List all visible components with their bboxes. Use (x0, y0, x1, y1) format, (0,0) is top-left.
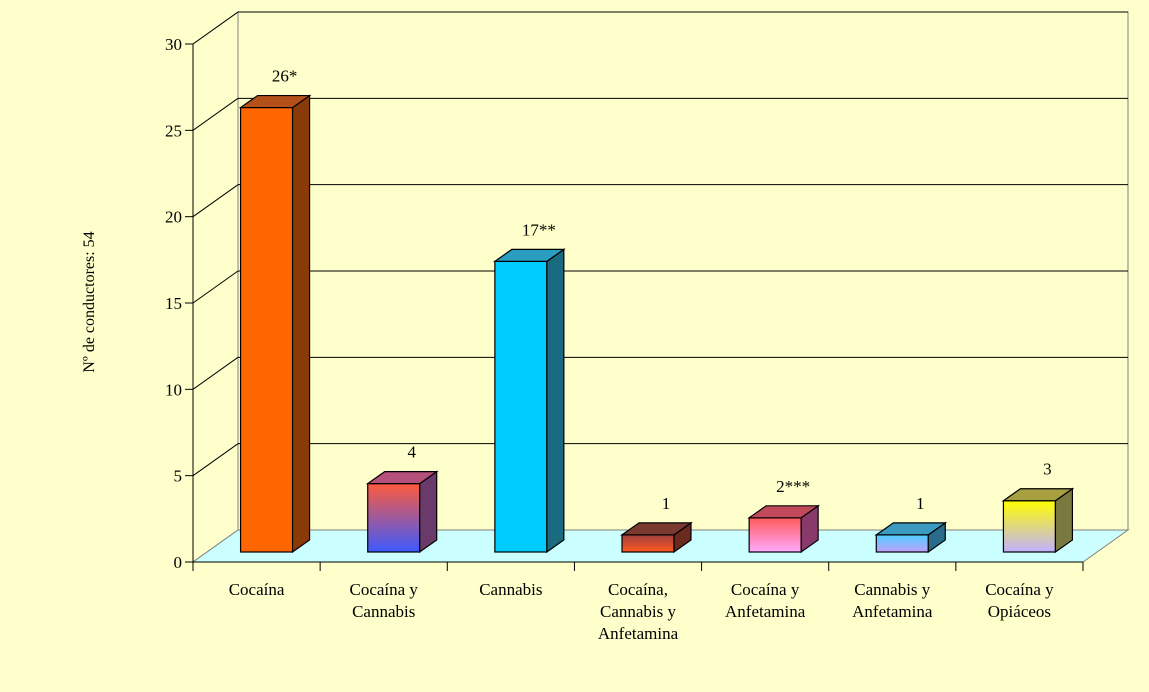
chart-walls (191, 11, 1130, 563)
bar (874, 521, 948, 554)
data-label: 3 (1043, 460, 1052, 479)
bar-top (620, 522, 693, 536)
data-label: 4 (407, 443, 416, 462)
y-axis-title: Nº de conductores: 54 (81, 231, 98, 372)
bar (365, 470, 439, 554)
bar-top (238, 94, 312, 109)
y-tick-label: 5 (174, 467, 183, 486)
y-tick-label: 25 (165, 121, 182, 140)
category-label: Cocaína y Opiáceos (985, 580, 1054, 621)
bar-front (239, 106, 294, 553)
y-tick-label: 15 (165, 294, 182, 313)
category-label-line: Anfetamina (852, 602, 933, 621)
gridlines (192, 11, 1128, 477)
bar-front (621, 534, 675, 553)
bars (238, 94, 1075, 554)
labels: Cocaína Cocaína y Cannabis Cannabis Cocaína,… (229, 67, 1054, 643)
bar (238, 94, 312, 554)
bar-front (748, 517, 802, 553)
gridline-diagonal (192, 356, 239, 390)
category-label-line: Cannabis (479, 580, 542, 599)
bar-top (365, 471, 439, 485)
bar-top (1001, 488, 1075, 502)
gridline-diagonal (192, 443, 239, 477)
category-label: Cannabis (479, 580, 542, 599)
bar-front (1002, 500, 1057, 553)
bar (620, 521, 693, 554)
category-label-line: Cocaína, (608, 580, 668, 599)
category-label-line: Opiáceos (988, 602, 1051, 621)
category-label-line: Cocaína (229, 580, 285, 599)
category-label-line: Cannabis (352, 602, 415, 621)
y-tick-label: 30 (165, 35, 182, 54)
gridline-diagonal (192, 184, 239, 218)
y-tick-label: 20 (165, 208, 182, 227)
data-label: 17** (522, 220, 556, 239)
bar-top (874, 522, 948, 536)
category-label: Cocaína y Cannabis (349, 580, 418, 621)
bar-side (291, 94, 311, 554)
bar-top (747, 505, 821, 519)
category-label-line: Cannabis y (600, 602, 677, 621)
data-label: 2*** (776, 477, 810, 496)
bar-side (419, 470, 438, 554)
bar-front (367, 483, 421, 553)
y-tick-label: 10 (165, 380, 182, 399)
category-label-line: Cannabis y (854, 580, 931, 599)
bar-front (875, 534, 929, 553)
data-label: 1 (916, 494, 925, 513)
category-label: Cocaína y Anfetamina (725, 580, 806, 621)
bar (1001, 487, 1075, 554)
category-label: Cocaína (229, 580, 285, 599)
data-label: 26* (272, 67, 298, 86)
gridline-diagonal (192, 270, 239, 304)
category-label-line: Cocaína y (985, 580, 1054, 599)
category-label-line: Cocaína y (349, 580, 418, 599)
bar-top (492, 248, 566, 263)
gridline-diagonal (192, 11, 239, 45)
category-label: Cannabis y Anfetamina (852, 580, 933, 621)
category-label-line: Cocaína y (731, 580, 800, 599)
axes: 0 5 10 15 20 25 30 (165, 35, 1084, 572)
category-label-line: Anfetamina (598, 624, 679, 643)
category-label-line: Anfetamina (725, 602, 806, 621)
gridline-diagonal (192, 97, 239, 131)
data-label: 1 (662, 494, 671, 513)
bar (492, 248, 566, 554)
y-tick-label: 0 (174, 553, 183, 572)
bar-side (546, 248, 565, 554)
bar-front (494, 260, 548, 553)
bar (747, 504, 821, 554)
category-label: Cocaína, Cannabis y Anfetamina (598, 580, 679, 643)
